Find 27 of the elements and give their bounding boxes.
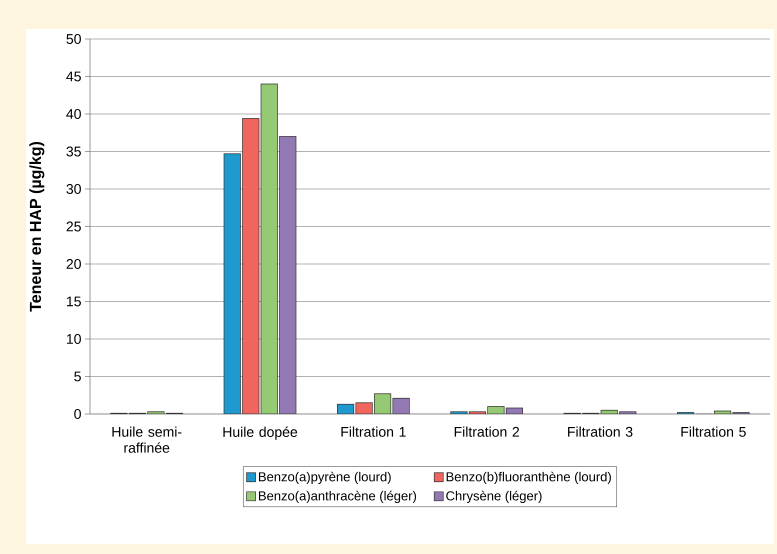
y-tick-label: 20 (66, 259, 81, 269)
y-tick-label: 15 (66, 296, 81, 306)
bar (224, 153, 241, 414)
x-tick-label: Filtration 5 (681, 426, 746, 437)
y-tick-label: 50 (66, 34, 81, 44)
y-tick-label: 0 (74, 409, 81, 419)
x-tick-label: Filtration 3 (568, 426, 632, 437)
legend-label: Benzo(a)pyrène (lourd) (258, 472, 391, 484)
y-tick-label: 30 (66, 184, 81, 194)
y-axis-title: Teneur en HAP (µg/kg) (29, 142, 44, 312)
y-tick-label: 10 (66, 334, 81, 344)
legend-label: Benzo(a)anthracène (léger) (258, 490, 416, 504)
x-tick-label: Filtration 1 (341, 426, 406, 437)
bar (242, 118, 260, 414)
x-tick-label: Huile semi-raffinée (112, 426, 182, 453)
y-tick-label: 35 (66, 146, 81, 156)
y-tick-label: 45 (66, 72, 81, 82)
x-tick-label: Huile dopée (223, 426, 298, 440)
legend-label: Benzo(b)fluoranthène (lourd) (446, 472, 611, 484)
y-tick-label: 5 (74, 372, 81, 382)
bar (374, 393, 392, 414)
legend-label: Chrysène (léger) (446, 490, 542, 504)
bar (260, 84, 278, 414)
y-tick-label: 40 (66, 109, 81, 119)
bar (356, 402, 372, 414)
x-tick-label: Filtration 2 (454, 426, 520, 437)
y-tick-label: 25 (66, 222, 81, 232)
